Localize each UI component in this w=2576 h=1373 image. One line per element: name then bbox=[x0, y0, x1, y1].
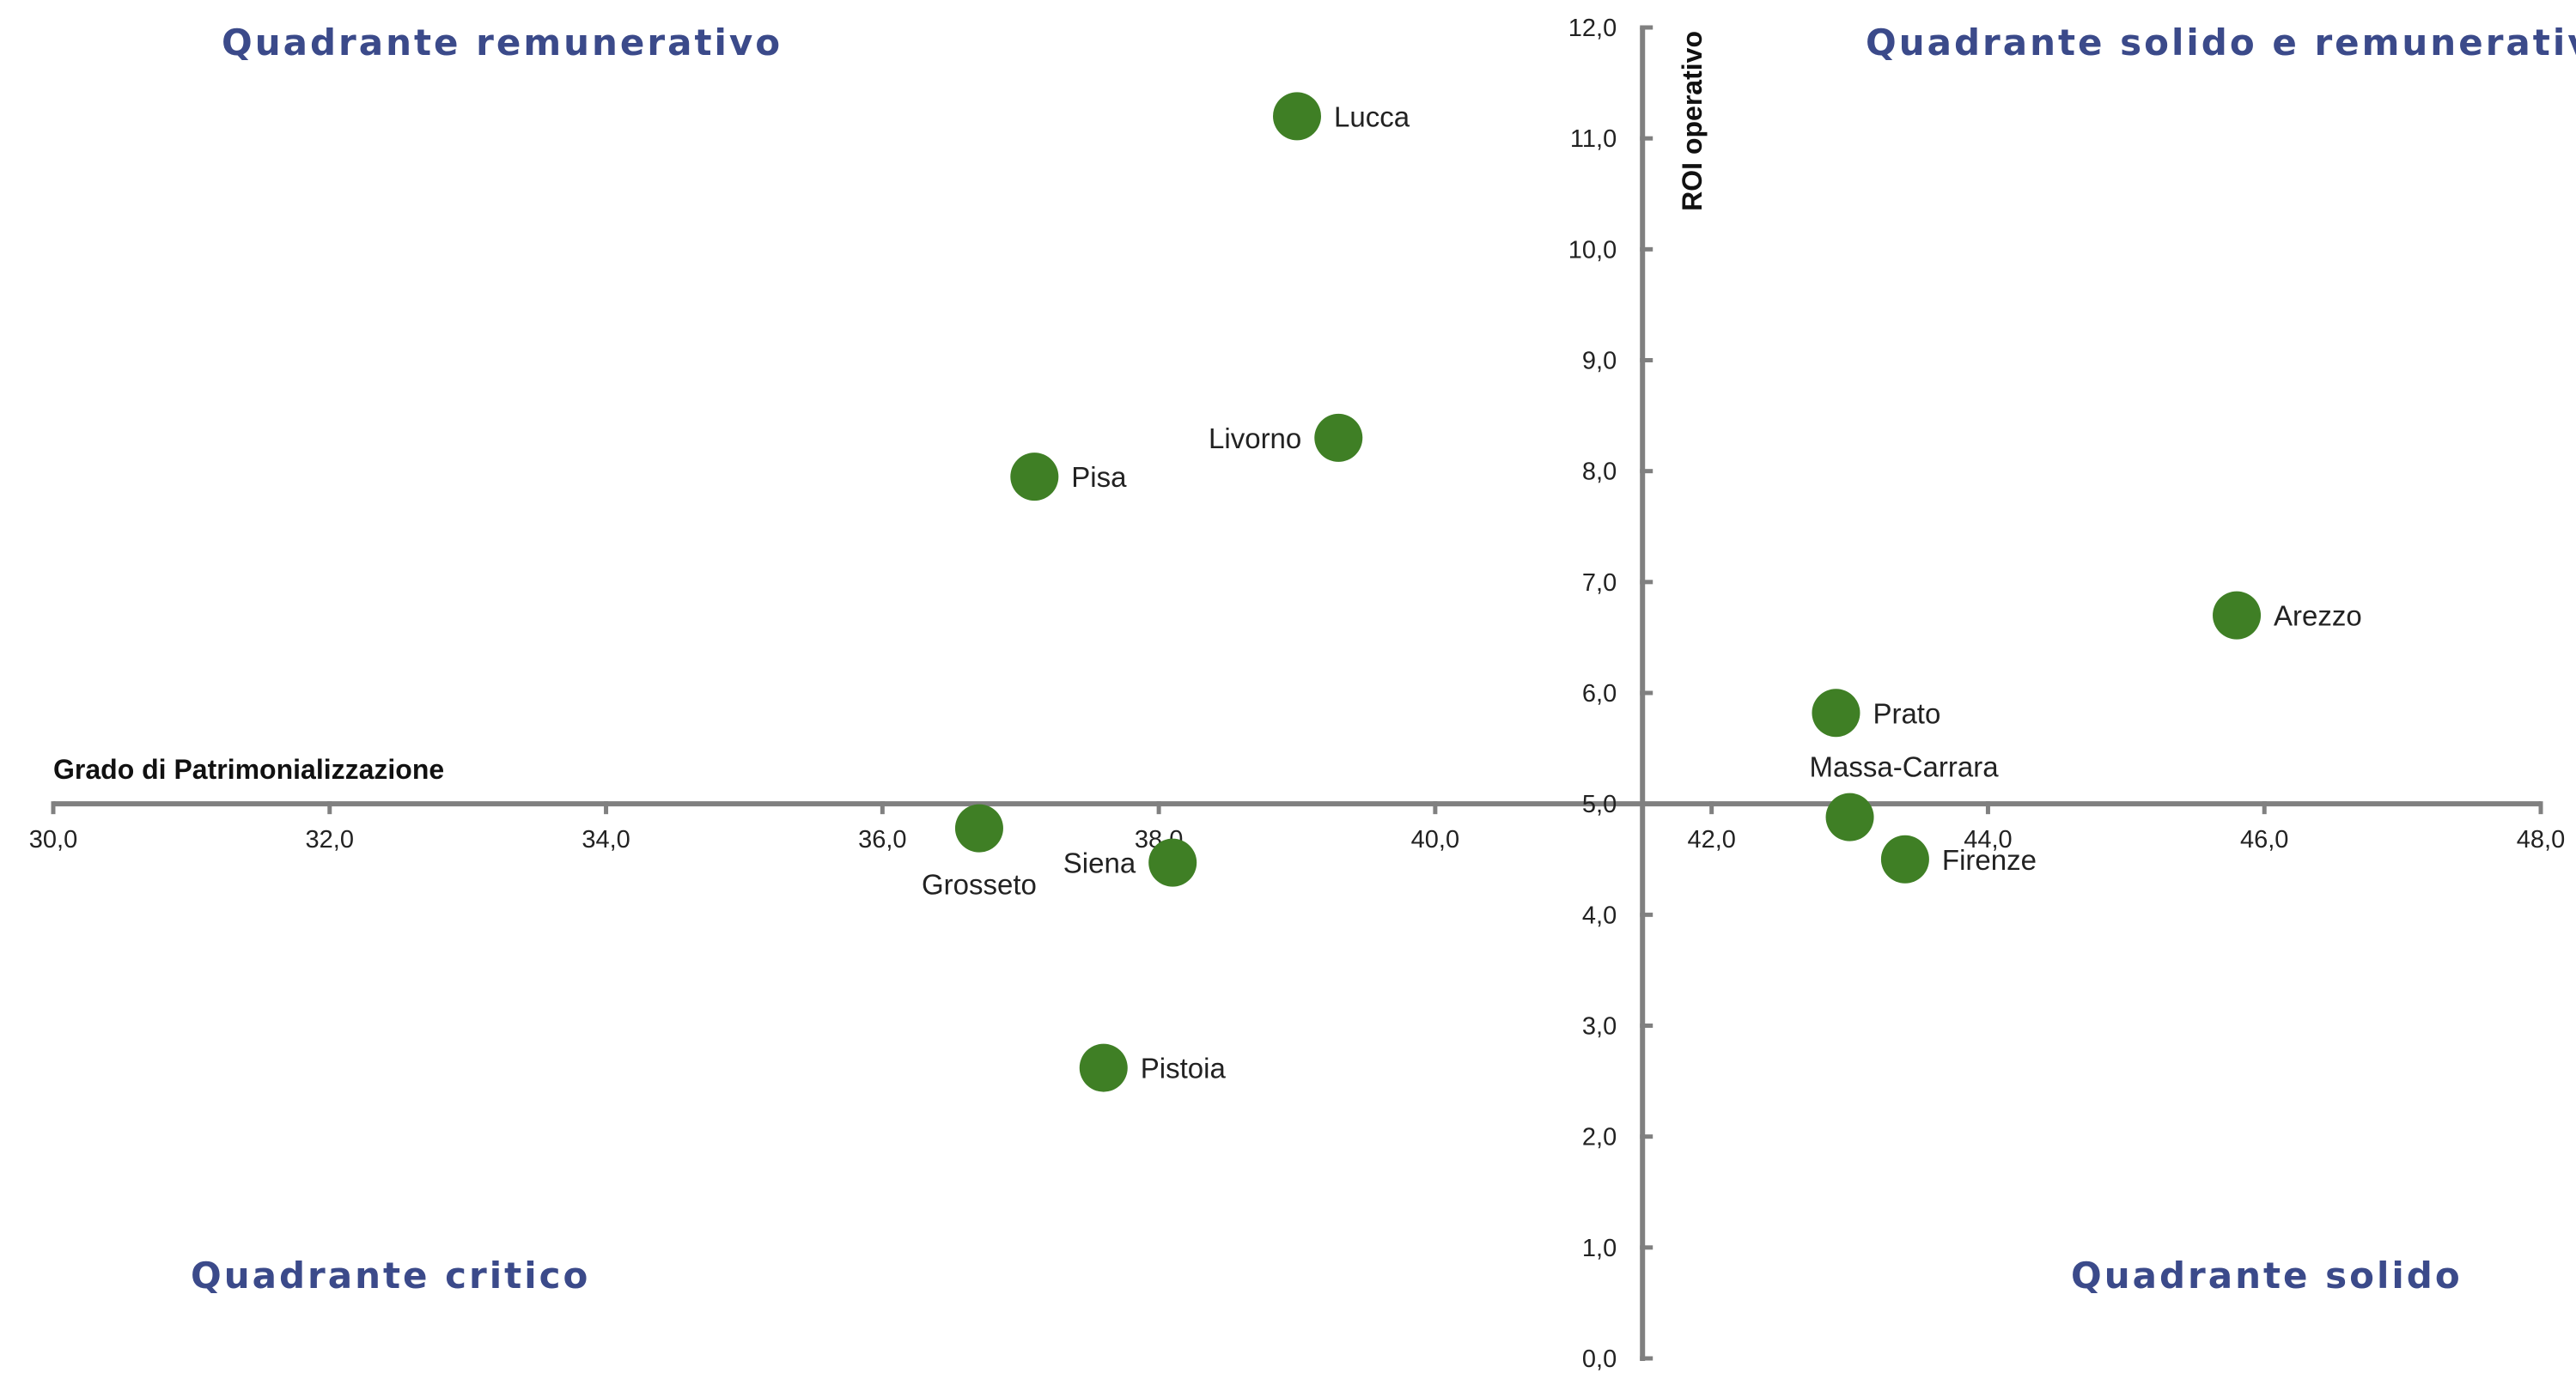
data-point-label: Prato bbox=[1873, 697, 1940, 729]
x-tick-label: 40,0 bbox=[1411, 826, 1459, 854]
data-point-label: Pistoia bbox=[1141, 1053, 1227, 1084]
data-point bbox=[1825, 793, 1874, 841]
data-point bbox=[2213, 591, 2262, 640]
data-point-label: Livorno bbox=[1209, 422, 1301, 454]
data-point bbox=[1079, 1043, 1128, 1092]
x-tick-label: 44,0 bbox=[1964, 826, 2012, 854]
x-tick-label: 30,0 bbox=[29, 826, 77, 854]
y-tick-label: 3,0 bbox=[1582, 1013, 1617, 1041]
x-tick-label: 32,0 bbox=[306, 826, 354, 854]
y-tick-label: 6,0 bbox=[1582, 680, 1617, 708]
y-tick-label: 10,0 bbox=[1568, 236, 1617, 264]
quadrant-label-top-left: Quadrante remunerativo bbox=[222, 21, 783, 64]
x-tick-label: 48,0 bbox=[2517, 826, 2565, 854]
x-tick-label: 34,0 bbox=[582, 826, 630, 854]
x-tick-label: 36,0 bbox=[858, 826, 906, 854]
quadrant-label-bottom-left: Quadrante critico bbox=[191, 1255, 590, 1297]
ticks: 30,0 32,0 34,0 36,0 38,0 40,0 42,0 44,0 46,0 48,0… bbox=[29, 15, 2565, 1373]
x-axis-title: Grado di Patrimonializzazione bbox=[53, 754, 444, 785]
y-tick-label: 12,0 bbox=[1568, 15, 1617, 42]
data-point-label: Pisa bbox=[1071, 461, 1127, 493]
y-tick-label: 7,0 bbox=[1582, 569, 1617, 597]
x-tick-label: 42,0 bbox=[1687, 826, 1735, 854]
data-point-label: Massa-Carrara bbox=[1810, 751, 2000, 783]
data-point bbox=[1148, 838, 1197, 887]
y-tick-label: 8,0 bbox=[1582, 459, 1617, 486]
data-point bbox=[1812, 689, 1860, 738]
data-point-label: Firenze bbox=[1942, 844, 2037, 876]
y-axis-title: ROI operativo bbox=[1677, 31, 1708, 211]
x-tick-label: 46,0 bbox=[2240, 826, 2288, 854]
data-point-label: Lucca bbox=[1334, 100, 1410, 132]
y-tick-label: 0,0 bbox=[1582, 1346, 1617, 1373]
y-tick-label: 4,0 bbox=[1582, 902, 1617, 929]
data-point bbox=[1314, 413, 1363, 462]
y-tick-label: 1,0 bbox=[1582, 1235, 1617, 1262]
data-points: Lucca Livorno Pisa Arezzo Prato Massa-Carrara… bbox=[922, 92, 2362, 1092]
y-tick-label: 9,0 bbox=[1582, 348, 1617, 375]
data-point-label: Siena bbox=[1063, 847, 1136, 879]
y-tick-label: 11,0 bbox=[1570, 125, 1617, 153]
y-tick-label: 5,0 bbox=[1582, 791, 1617, 818]
data-point bbox=[1273, 92, 1321, 141]
quadrant-label-bottom-right: Quadrante solido bbox=[2071, 1255, 2463, 1297]
axes bbox=[53, 27, 2541, 1361]
quadrant-label-top-right: Quadrante solido e remunerativo bbox=[1866, 21, 2576, 64]
data-point-label: Grosseto bbox=[922, 869, 1037, 901]
data-point bbox=[1010, 453, 1059, 501]
data-point bbox=[1880, 835, 1929, 884]
data-point-label: Arezzo bbox=[2274, 600, 2362, 632]
y-tick-label: 2,0 bbox=[1582, 1124, 1617, 1151]
data-point bbox=[954, 804, 1003, 853]
